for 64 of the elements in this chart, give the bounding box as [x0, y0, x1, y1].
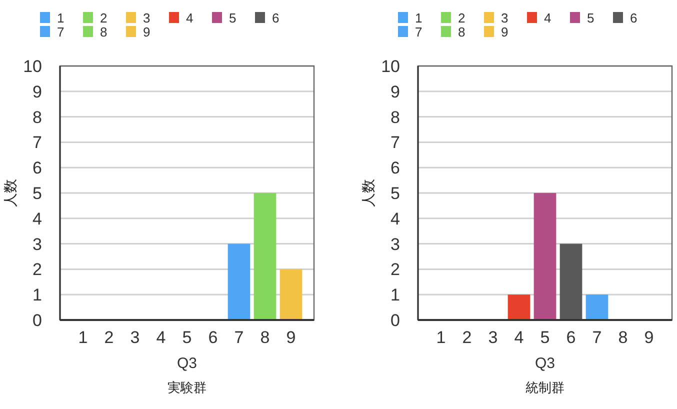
x-tick-label: 3 — [488, 328, 498, 347]
y-tick-label: 2 — [390, 260, 400, 280]
legend-label: 8 — [458, 24, 466, 40]
y-tick-label: 10 — [381, 57, 400, 76]
y-tick-label: 6 — [32, 158, 42, 178]
legend-label: 6 — [272, 10, 280, 26]
y-tick-label: 10 — [23, 57, 42, 76]
legend-label: 1 — [415, 10, 422, 26]
x-tick-label: 1 — [78, 328, 88, 347]
legend-label: 9 — [501, 24, 508, 40]
x-axis-title: Q3 — [534, 355, 556, 372]
x-tick-label: 4 — [514, 328, 524, 347]
y-tick-label: 3 — [390, 234, 400, 254]
x-tick-label: 6 — [208, 328, 218, 347]
y-tick-label: 0 — [390, 311, 400, 330]
x-tick-label: 5 — [182, 328, 192, 347]
y-tick-label: 4 — [32, 209, 42, 228]
y-tick-label: 7 — [390, 133, 400, 152]
x-tick-label: 5 — [540, 328, 550, 347]
legend-label: 5 — [587, 10, 594, 26]
x-tick-label: 9 — [644, 328, 654, 347]
y-tick-label: 7 — [32, 133, 42, 152]
y-tick-label: 6 — [390, 158, 400, 178]
y-tick-label: 1 — [390, 286, 400, 305]
x-tick-label: 9 — [286, 328, 296, 347]
y-tick-label: 8 — [390, 108, 400, 127]
legend-label: 6 — [630, 10, 638, 26]
y-tick-label: 0 — [32, 311, 42, 330]
text: 統制群 — [526, 380, 564, 395]
y-axis-title: 人数 — [2, 179, 18, 207]
x-tick-label: 7 — [592, 328, 602, 347]
legend-label: 2 — [100, 10, 108, 26]
x-axis-title: Q3 — [176, 355, 198, 372]
y-tick-label: 5 — [390, 184, 400, 203]
x-tick-label: 3 — [130, 328, 140, 347]
x-tick-label: 4 — [156, 328, 166, 347]
text: 実験群 — [168, 380, 206, 395]
legend-label: 8 — [100, 24, 108, 40]
x-tick-label: 8 — [260, 328, 270, 347]
x-tick-label: 2 — [104, 328, 114, 347]
legend-label: 3 — [501, 10, 508, 26]
legend-label: 2 — [458, 10, 466, 26]
x-tick-label: 1 — [436, 328, 446, 347]
y-tick-label: 9 — [32, 82, 42, 102]
y-tick-label: 4 — [390, 209, 400, 228]
y-tick-label: 2 — [32, 260, 42, 280]
legend-label: 9 — [143, 24, 150, 40]
x-tick-label: 7 — [234, 328, 244, 347]
x-tick-label: 2 — [462, 328, 472, 347]
y-tick-label: 9 — [390, 82, 400, 102]
x-tick-label: 6 — [566, 328, 576, 347]
legend-label: 7 — [415, 24, 422, 40]
legend-label: 3 — [143, 10, 150, 26]
legend-label: 1 — [57, 10, 64, 26]
y-tick-label: 5 — [32, 184, 42, 203]
y-tick-label: 1 — [32, 286, 42, 305]
y-axis-title: 人数 — [360, 179, 376, 207]
legend-label: 7 — [57, 24, 64, 40]
y-tick-label: 3 — [32, 234, 42, 254]
y-tick-label: 8 — [32, 108, 42, 127]
legend-label: 4 — [186, 10, 194, 26]
legend-label: 5 — [229, 10, 236, 26]
x-tick-label: 8 — [618, 328, 628, 347]
legend-label: 4 — [544, 10, 552, 26]
